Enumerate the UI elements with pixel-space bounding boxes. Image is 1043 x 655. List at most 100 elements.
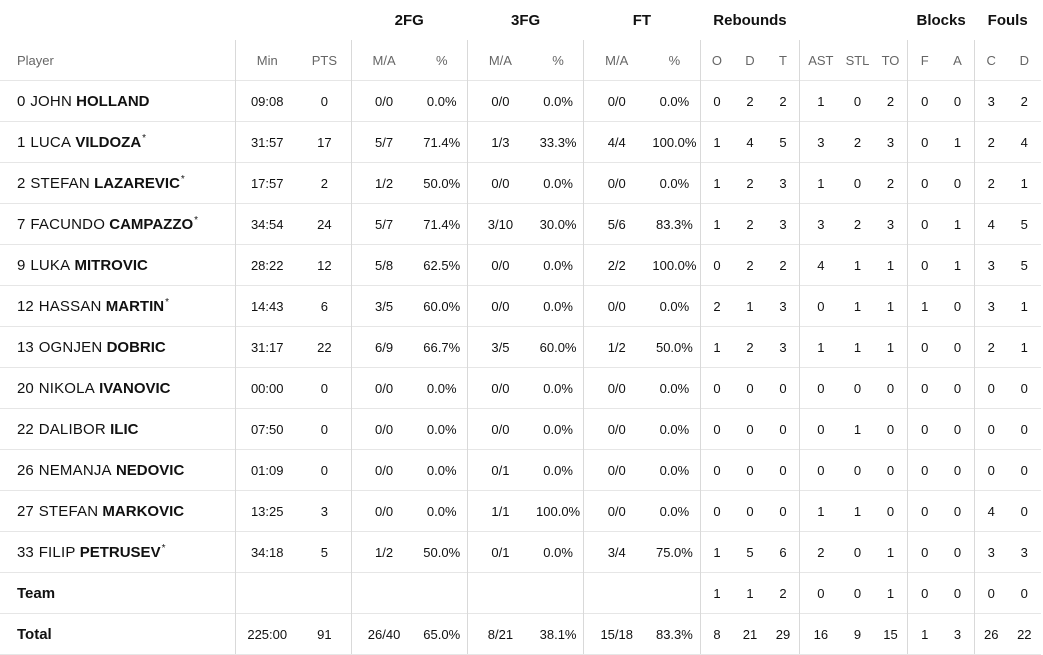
player-last-name[interactable]: PETRUSEV (79, 543, 161, 561)
player-last-name[interactable]: CAMPAZZO (109, 215, 194, 233)
stat-f: 0 (907, 80, 942, 122)
team-stat-o: 1 (699, 572, 734, 614)
player-last-name[interactable]: NEDOVIC (115, 461, 185, 479)
player-first-name[interactable]: LUKA (30, 256, 71, 274)
stat-t: 6 (766, 531, 800, 573)
stat-d: 5 (733, 531, 767, 573)
stat-c: 2 (973, 326, 1008, 368)
stat-ft-pct: 0.0% (649, 449, 701, 491)
player-first-name[interactable]: OGNJEN (38, 338, 103, 356)
stat-fg3-ma: 3/10 (466, 203, 533, 245)
team-label: Team (0, 572, 236, 614)
stat-t: 2 (766, 80, 800, 122)
stat-fg2-ma: 1/2 (350, 531, 417, 573)
stat-fg2-pct: 66.7% (416, 326, 468, 368)
col-fouls-c: C (973, 40, 1008, 81)
player-cell: 22 DALIBOR ILIC (0, 408, 236, 450)
stat-pts: 0 (298, 449, 352, 491)
stat-to: 2 (873, 80, 908, 122)
col-reb-t: T (778, 52, 787, 68)
total-stat-fg3-ma: 8/21 (466, 613, 533, 655)
stat-o: 1 (699, 203, 734, 245)
stat-min: 14:43 (235, 285, 299, 327)
player-row: 26 NEMANJA NEDOVIC 01:09 0 0/0 0.0% 0/1 0.0% 0/0… (0, 449, 1041, 491)
stat-ft-ma: 5/6 (583, 203, 650, 245)
player-first-name[interactable]: HASSAN (38, 297, 102, 315)
stat-ft-pct: 0.0% (649, 408, 701, 450)
team-stat-d: 1 (733, 572, 767, 614)
player-last-name[interactable]: HOLLAND (76, 92, 150, 110)
stat-fg2-ma: 0/0 (350, 490, 417, 532)
stat-ft-pct: 100.0% (649, 244, 701, 286)
stat-pts: 2 (298, 162, 352, 204)
stat-fg3-pct: 0.0% (532, 162, 584, 204)
stat-t: 3 (766, 326, 800, 368)
player-last-name[interactable]: MARTIN (105, 297, 165, 315)
stat-f: 1 (907, 285, 942, 327)
player-last-name[interactable]: IVANOVIC (99, 379, 171, 397)
stat-d: 1 (733, 285, 767, 327)
group-2fg: 2FG (394, 11, 424, 29)
stat-d: 0 (733, 408, 767, 450)
stat-stl: 2 (841, 121, 874, 163)
player-first-name[interactable]: NEMANJA (38, 461, 112, 479)
stat-fd: 1 (1007, 162, 1041, 204)
team-row: Team 1 1 2 0 0 1 0 0 0 0 (0, 572, 1041, 614)
player-last-name[interactable]: ILIC (110, 420, 139, 438)
stat-fg3-pct: 0.0% (532, 449, 584, 491)
player-last-name[interactable]: LAZAREVIC (94, 174, 180, 192)
stat-a: 0 (941, 449, 975, 491)
player-first-name[interactable]: NIKOLA (38, 379, 95, 397)
stat-a: 0 (941, 531, 975, 573)
stat-c: 0 (973, 367, 1008, 409)
stat-fg3-ma: 3/5 (466, 326, 533, 368)
stat-pts: 0 (298, 367, 352, 409)
player-first-name[interactable]: FACUNDO (30, 215, 106, 233)
stat-fg3-ma: 0/0 (466, 408, 533, 450)
stat-fd: 2 (1007, 80, 1041, 122)
total-stat-stl: 9 (841, 613, 874, 655)
stat-stl: 0 (841, 162, 874, 204)
team-stat-to: 1 (873, 572, 908, 614)
player-number: 22 (17, 420, 34, 438)
stat-min: 34:18 (235, 531, 299, 573)
stat-fd: 0 (1007, 408, 1041, 450)
stat-ft-ma: 0/0 (583, 162, 650, 204)
stat-fg3-pct: 60.0% (532, 326, 584, 368)
total-stat-ast: 16 (799, 613, 842, 655)
stat-pts: 17 (298, 121, 352, 163)
player-first-name[interactable]: STEFAN (30, 174, 90, 192)
col-to: TO (881, 52, 900, 68)
player-last-name[interactable]: DOBRIC (106, 338, 166, 356)
stat-c: 3 (973, 531, 1008, 573)
player-first-name[interactable]: JOHN (30, 92, 72, 110)
player-cell: 0 JOHN HOLLAND (0, 80, 236, 122)
group-ft: FT (632, 11, 652, 29)
stat-fg2-pct: 71.4% (416, 121, 468, 163)
stat-ast: 3 (799, 121, 842, 163)
total-stat-fg3-pct: 38.1% (532, 613, 584, 655)
player-first-name[interactable]: LUCA (30, 133, 72, 151)
stat-c: 2 (973, 162, 1008, 204)
col-blk-a: A (953, 52, 962, 68)
stat-min: 00:00 (235, 367, 299, 409)
player-last-name[interactable]: VILDOZA (75, 133, 142, 151)
stat-min: 28:22 (235, 244, 299, 286)
total-row: Total 225:00 91 26/40 65.0% 8/21 38.1% 15/18 83.… (0, 613, 1041, 655)
stat-pts: 12 (298, 244, 352, 286)
player-first-name[interactable]: STEFAN (38, 502, 99, 520)
player-first-name[interactable]: FILIP (38, 543, 76, 561)
stat-to: 3 (873, 121, 908, 163)
stat-to: 0 (873, 449, 908, 491)
stat-min: 01:09 (235, 449, 299, 491)
stat-to: 1 (873, 285, 908, 327)
player-last-name[interactable]: MITROVIC (74, 256, 148, 274)
stat-ft-pct: 0.0% (649, 285, 701, 327)
col-ft-pct: % (668, 52, 681, 68)
stat-stl: 0 (841, 531, 874, 573)
stat-ft-ma: 0/0 (583, 490, 650, 532)
player-last-name[interactable]: MARKOVIC (102, 502, 185, 520)
stat-fg2-ma: 1/2 (350, 162, 417, 204)
player-first-name[interactable]: DALIBOR (38, 420, 106, 438)
col-player: Player (17, 52, 54, 68)
